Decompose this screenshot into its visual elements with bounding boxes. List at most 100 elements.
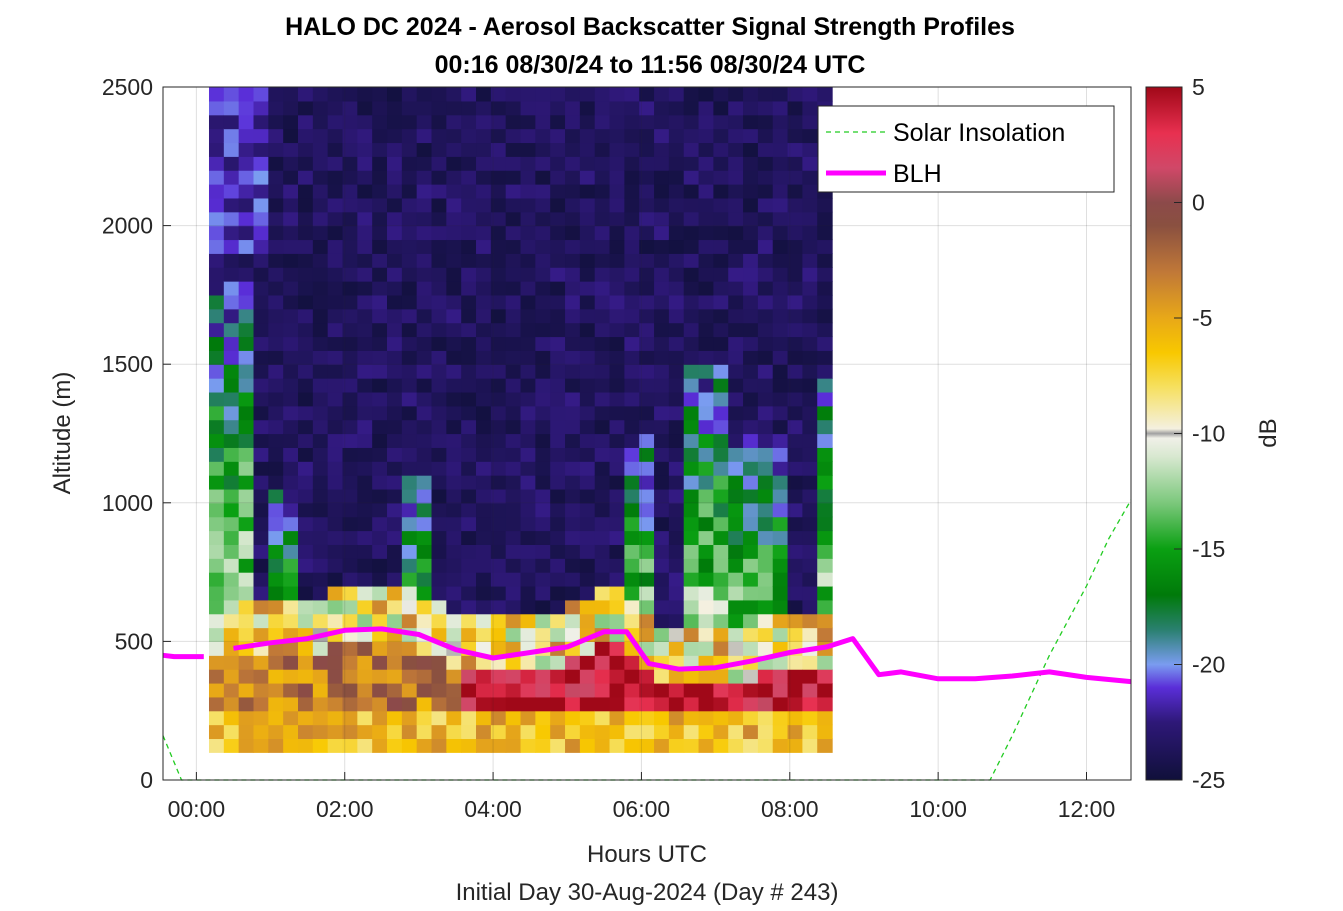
heatmap-cell — [787, 544, 803, 559]
heatmap-cell — [372, 170, 388, 185]
heatmap-cell — [431, 239, 447, 254]
heatmap-cell — [446, 114, 462, 130]
heatmap-cell — [268, 184, 284, 199]
heatmap-cell — [476, 211, 492, 227]
heatmap-cell — [817, 253, 833, 268]
heatmap-cell — [342, 391, 358, 407]
heatmap-cell — [817, 308, 833, 324]
heatmap-cell — [416, 558, 433, 573]
heatmap-cell — [490, 447, 507, 462]
heatmap-cell — [683, 669, 700, 684]
heatmap-cell — [772, 599, 789, 615]
heatmap-cell — [208, 100, 225, 116]
heatmap-cell — [387, 502, 403, 518]
heatmap-cell — [654, 544, 670, 559]
heatmap-cell — [698, 350, 714, 365]
heatmap-cell — [535, 516, 551, 532]
heatmap-cell — [327, 239, 344, 254]
heatmap-cell — [283, 724, 299, 740]
heatmap-cell — [565, 350, 581, 365]
heatmap-cell — [654, 142, 670, 157]
heatmap-cell — [223, 419, 240, 435]
heatmap-cell — [223, 572, 240, 587]
heatmap-cell — [446, 433, 462, 448]
heatmap-cell — [208, 544, 225, 559]
heatmap-cell — [802, 724, 818, 740]
heatmap-cell — [476, 585, 492, 601]
heatmap-cell — [357, 322, 373, 338]
heatmap-cell — [624, 364, 640, 379]
heatmap-cell — [654, 488, 670, 504]
heatmap-cell — [520, 211, 536, 227]
heatmap-cell — [579, 572, 596, 587]
heatmap-cell — [431, 294, 447, 310]
heatmap-cell — [565, 572, 581, 587]
heatmap-cell — [535, 613, 551, 629]
heatmap-cell — [698, 281, 714, 296]
heatmap-cell — [312, 239, 329, 254]
heatmap-cell — [683, 350, 700, 365]
heatmap-cell — [505, 613, 522, 629]
heatmap-cell — [312, 655, 329, 670]
heatmap-cell — [446, 419, 462, 435]
heatmap-cell — [565, 336, 581, 351]
heatmap-cell — [342, 156, 358, 171]
heatmap-cell — [253, 433, 269, 448]
colorbar-tick-label: 5 — [1192, 74, 1205, 100]
heatmap-cell — [520, 128, 536, 144]
heatmap-cell — [624, 114, 640, 130]
colorbar-tick-label: -15 — [1192, 536, 1225, 562]
heatmap-cell — [490, 613, 507, 629]
heatmap-cell — [283, 391, 299, 407]
heatmap-cell — [490, 336, 507, 351]
heatmap-cell — [772, 516, 789, 532]
heatmap-cell — [283, 669, 299, 684]
heatmap-cell — [609, 336, 625, 351]
heatmap-cell — [372, 502, 388, 518]
heatmap-cell — [401, 696, 418, 712]
y-tick-label: 0 — [140, 767, 153, 793]
heatmap-cell — [387, 447, 403, 462]
heatmap-cell — [772, 322, 789, 338]
heatmap-cell — [817, 682, 833, 698]
heatmap-cell — [594, 239, 611, 254]
heatmap-cell — [743, 114, 759, 130]
heatmap-cell — [550, 544, 566, 559]
heatmap-cell — [787, 156, 803, 171]
heatmap-cell — [416, 572, 433, 587]
heatmap-cell — [579, 211, 596, 227]
heatmap-cell — [505, 599, 522, 615]
heatmap-cell — [238, 156, 255, 171]
heatmap-cell — [550, 710, 566, 726]
heatmap-cell — [728, 391, 744, 407]
heatmap-cell — [817, 530, 833, 545]
heatmap-cell — [683, 502, 700, 518]
heatmap-cell — [312, 294, 329, 310]
heatmap-cell — [624, 516, 640, 532]
heatmap-cell — [802, 281, 818, 296]
heatmap-cell — [253, 391, 269, 407]
heatmap-cell — [208, 682, 225, 698]
heatmap-cell — [757, 322, 774, 338]
heatmap-cell — [357, 433, 373, 448]
heatmap-cell — [387, 696, 403, 712]
heatmap-cell — [787, 100, 803, 116]
heatmap-cell — [372, 682, 388, 698]
heatmap-cell — [223, 225, 240, 241]
heatmap-cell — [416, 364, 433, 379]
heatmap-cell — [268, 447, 284, 462]
heatmap-cell — [550, 447, 566, 462]
heatmap-cell — [817, 211, 833, 227]
heatmap-cell — [535, 322, 551, 338]
heatmap-cell — [654, 682, 670, 698]
heatmap-cell — [609, 281, 625, 296]
heatmap-cell — [817, 502, 833, 518]
heatmap-cell — [713, 294, 729, 310]
heatmap-cell — [461, 239, 477, 254]
heatmap-cell — [594, 100, 611, 116]
heatmap-cell — [312, 738, 329, 753]
heatmap-cell — [772, 419, 789, 435]
heatmap-cell — [223, 724, 240, 740]
heatmap-cell — [713, 433, 729, 448]
heatmap-cell — [490, 585, 507, 601]
